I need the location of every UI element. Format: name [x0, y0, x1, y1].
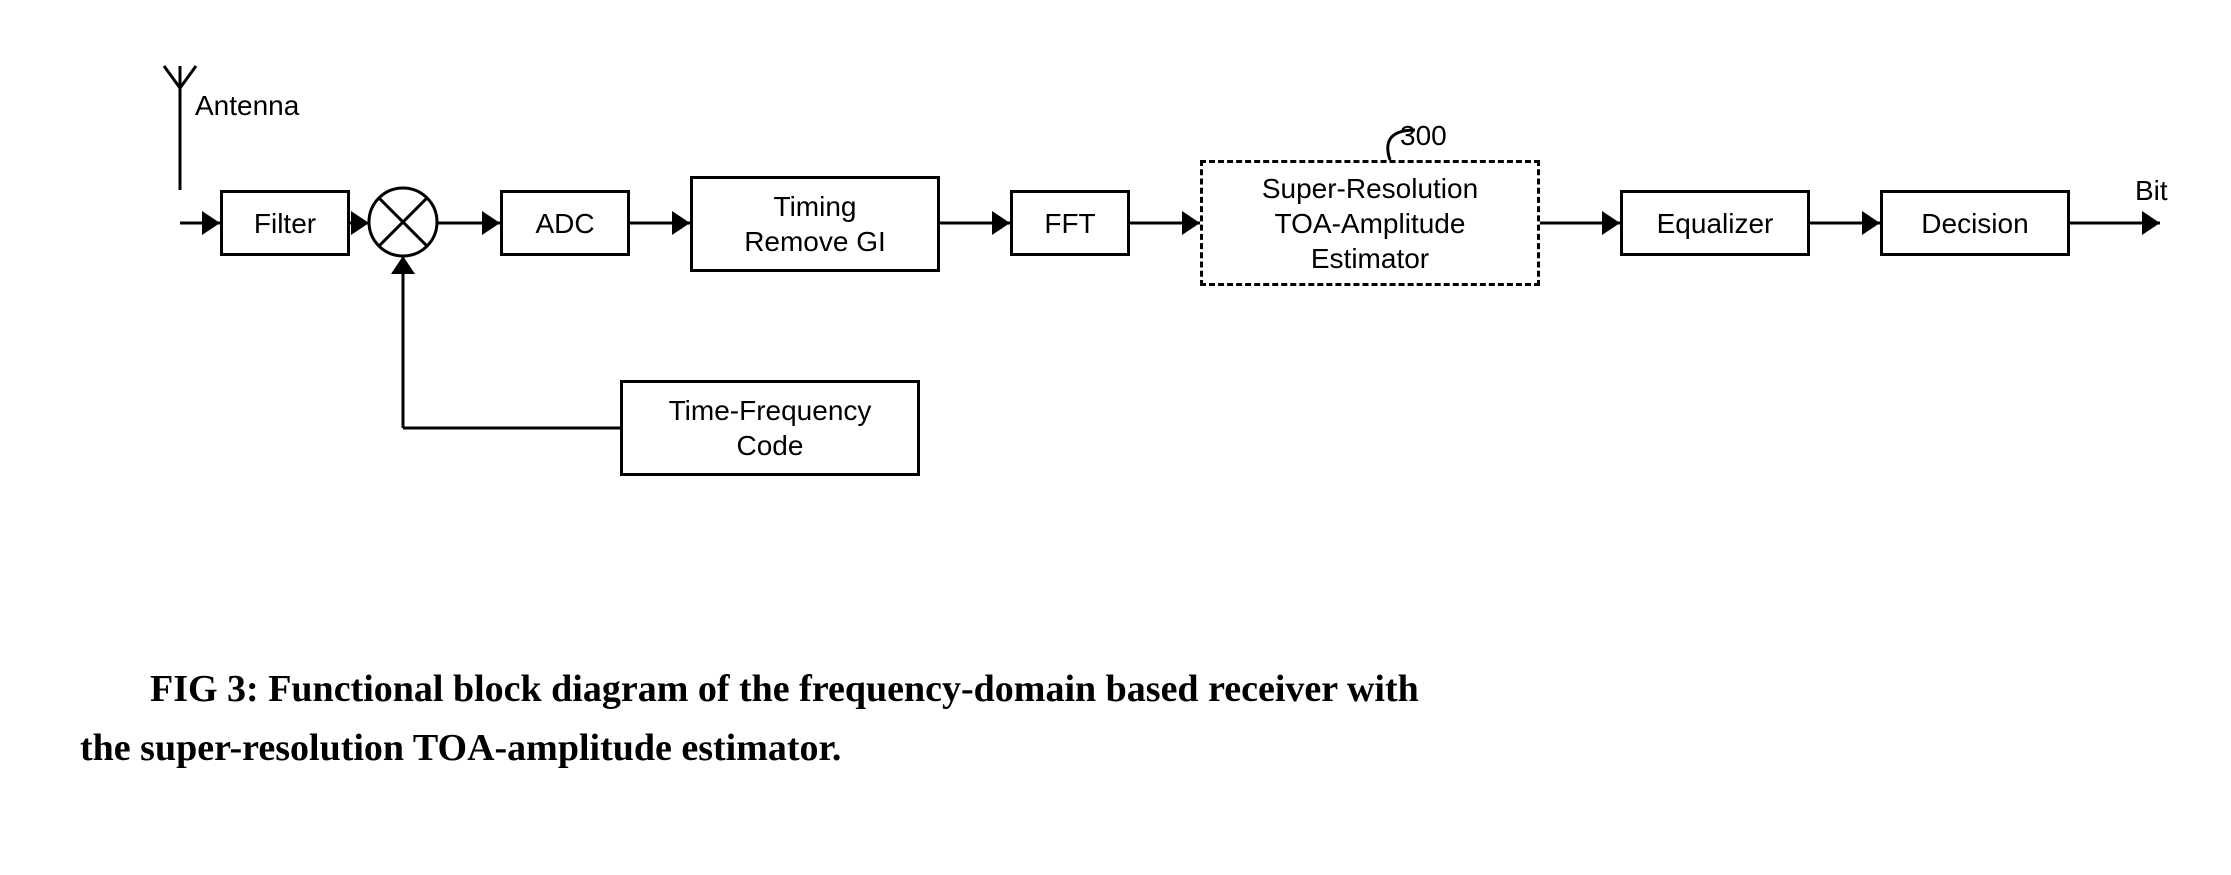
estimator-block: Super-Resolution TOA-Amplitude Estimator	[1200, 160, 1540, 286]
antenna-label: Antenna	[195, 90, 299, 122]
diagram-canvas: Antenna 300 Bit Filter ADC Timing Remove…	[0, 0, 2231, 875]
fft-block: FFT	[1010, 190, 1130, 256]
adc-block: ADC	[500, 190, 630, 256]
decision-block: Decision	[1880, 190, 2070, 256]
figure-caption: FIG 3: Functional block diagram of the f…	[150, 660, 2181, 778]
tfcode-block: Time-Frequency Code	[620, 380, 920, 476]
caption-line2: the super-resolution TOA-amplitude estim…	[80, 719, 841, 778]
filter-block: Filter	[220, 190, 350, 256]
bit-label: Bit	[2135, 175, 2168, 207]
timing-block: Timing Remove GI	[690, 176, 940, 272]
caption-line1: FIG 3: Functional block diagram of the f…	[150, 668, 1419, 710]
ref-300-label: 300	[1400, 120, 1447, 152]
equalizer-block: Equalizer	[1620, 190, 1810, 256]
